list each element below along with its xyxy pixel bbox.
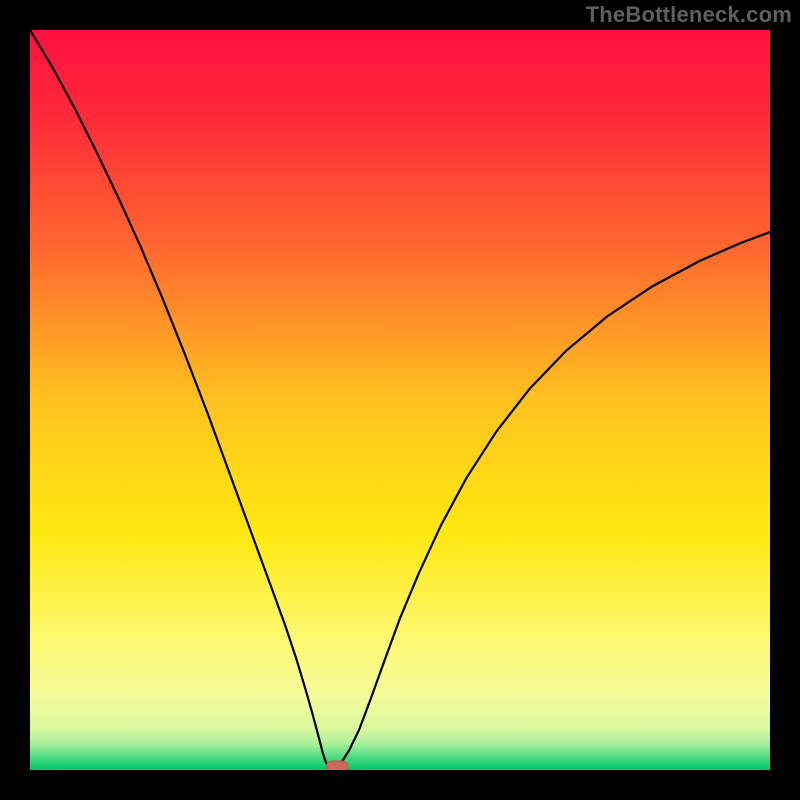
chart-frame: TheBottleneck.com xyxy=(0,0,800,800)
watermark-text: TheBottleneck.com xyxy=(586,2,792,28)
gradient-background xyxy=(30,30,770,770)
bottleneck-chart-svg xyxy=(0,0,800,800)
